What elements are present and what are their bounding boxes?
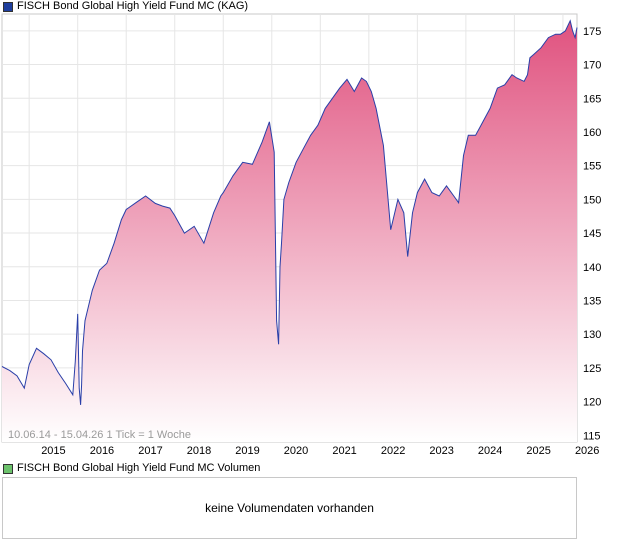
y-tick-label: 175 xyxy=(583,26,601,38)
y-tick-label: 115 xyxy=(583,430,601,442)
x-tick-label: 2021 xyxy=(332,445,356,457)
x-tick-label: 2024 xyxy=(478,445,502,457)
y-tick-label: 160 xyxy=(583,127,601,139)
y-tick-label: 170 xyxy=(583,60,601,72)
price-legend: FISCH Bond Global High Yield Fund MC (KA… xyxy=(3,0,248,13)
x-tick-label: 2016 xyxy=(90,445,114,457)
volume-legend-label: FISCH Bond Global High Yield Fund MC Vol… xyxy=(17,462,261,474)
x-tick-label: 2017 xyxy=(138,445,162,457)
y-tick-label: 135 xyxy=(583,295,601,307)
x-tick-label: 2026 xyxy=(575,445,599,457)
y-tick-label: 125 xyxy=(583,363,601,375)
x-tick-label: 2022 xyxy=(381,445,405,457)
y-tick-label: 140 xyxy=(583,262,601,274)
y-tick-label: 150 xyxy=(583,194,601,206)
price-line xyxy=(1,19,578,405)
y-tick-label: 145 xyxy=(583,228,601,240)
date-range-note: 10.06.14 - 15.04.26 1 Tick = 1 Woche xyxy=(8,429,191,441)
volume-empty-message: keine Volumendaten vorhanden xyxy=(205,501,374,515)
x-tick-label: 2019 xyxy=(235,445,259,457)
volume-legend: FISCH Bond Global High Yield Fund MC Vol… xyxy=(3,462,260,475)
y-axis-ticks: 115 120 125 130 135 140 145 150 155 160 165 170 175 xyxy=(583,26,601,442)
price-legend-label: FISCH Bond Global High Yield Fund MC (KA… xyxy=(17,0,249,12)
price-legend-swatch xyxy=(3,1,13,12)
y-tick-label: 155 xyxy=(583,161,601,173)
x-axis-ticks: 2015 2016 2017 2018 2019 2020 2021 2022 2023 2024… xyxy=(41,445,599,457)
x-tick-label: 2020 xyxy=(284,445,308,457)
volume-panel: keine Volumendaten vorhanden xyxy=(2,477,577,539)
x-tick-label: 2015 xyxy=(41,445,65,457)
y-tick-label: 120 xyxy=(583,397,601,409)
y-tick-label: 165 xyxy=(583,93,601,105)
x-tick-label: 2018 xyxy=(187,445,211,457)
x-tick-label: 2025 xyxy=(526,445,550,457)
price-chart: 10.06.14 - 15.04.26 1 Tick = 1 Woche 201… xyxy=(1,13,601,457)
volume-legend-swatch xyxy=(3,463,13,474)
y-tick-label: 130 xyxy=(583,329,601,341)
price-area xyxy=(2,20,577,442)
x-tick-label: 2023 xyxy=(429,445,453,457)
